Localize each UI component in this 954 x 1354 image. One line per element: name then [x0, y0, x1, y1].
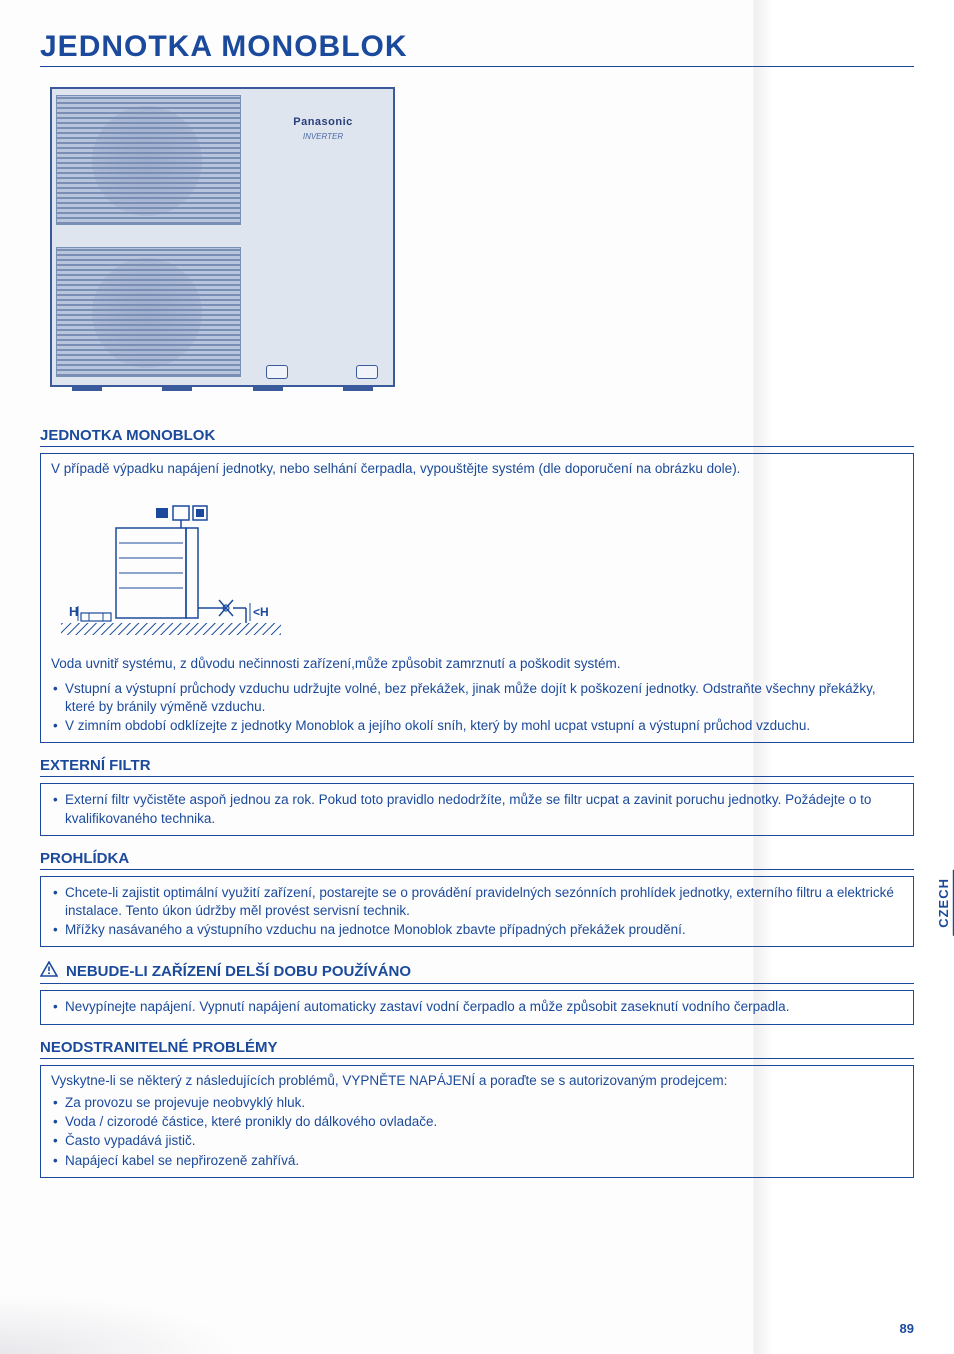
language-tab: CZECH: [934, 870, 954, 936]
svg-text:H: H: [69, 604, 78, 619]
monoblok-bullets: Vstupní a výstupní průchody vzduchu udrž…: [51, 680, 903, 736]
list-item: Napájecí kabel se nepřirozeně zahřívá.: [53, 1152, 903, 1170]
nebude-box: Nevypínejte napájení. Vypnutí napájení a…: [40, 990, 914, 1024]
document-page: JEDNOTKA MONOBLOK Panasonic INVERTER JED…: [0, 0, 954, 1354]
svg-text:<H: <H: [253, 605, 269, 619]
list-item: Externí filtr vyčistěte aspoň jednou za …: [53, 791, 903, 827]
section-title-prohlidka: PROHLÍDKA: [40, 850, 914, 870]
list-item: Mřížky nasávaného a výstupního vzduchu n…: [53, 921, 903, 939]
list-item: Často vypadává jistič.: [53, 1132, 903, 1150]
list-item: Za provozu se projevuje neobvyklý hluk.: [53, 1094, 903, 1112]
prohlidka-box: Chcete-li zajistit optimální využití zař…: [40, 876, 914, 948]
unit-feet: [52, 385, 393, 393]
monoblok-intro: V případě výpadku napájení jednotky, neb…: [51, 460, 903, 478]
warning-icon: [40, 961, 58, 981]
monoblok-box: V případě výpadku napájení jednotky, neb…: [40, 453, 914, 743]
neodstran-box: Vyskytne-li se některý z následujících p…: [40, 1065, 914, 1178]
section-title-nebude: NEBUDE-LI ZAŘÍZENÍ DELŠÍ DOBU POUŽÍVÁNO: [40, 961, 914, 984]
drain-diagram: H <H: [61, 488, 903, 643]
unit-lower-half: [52, 243, 393, 385]
list-item: Vstupní a výstupní průchody vzduchu udrž…: [53, 680, 903, 716]
list-item: Voda / cizorodé částice, které pronikly …: [53, 1113, 903, 1131]
neodstran-intro: Vyskytne-li se některý z následujících p…: [51, 1072, 903, 1090]
brand-label-area: Panasonic INVERTER: [263, 116, 383, 141]
page-title: JEDNOTKA MONOBLOK: [40, 30, 914, 67]
section-title-neodstran: NEODSTRANITELNÉ PROBLÉMY: [40, 1039, 914, 1059]
monoblok-after-diagram: Voda uvnitř systému, z důvodu nečinnosti…: [51, 655, 903, 673]
section-title-monoblok: JEDNOTKA MONOBLOK: [40, 427, 914, 447]
section-title-filtr: EXTERNÍ FILTR: [40, 757, 914, 777]
decorative-curve: [0, 1294, 240, 1354]
inverter-label: INVERTER: [263, 132, 383, 141]
access-panel-left: [266, 365, 288, 379]
brand-name: Panasonic: [263, 116, 383, 128]
list-item: Nevypínejte napájení. Vypnutí napájení a…: [53, 998, 903, 1016]
list-item: V zimním období odklízejte z jednotky Mo…: [53, 717, 903, 735]
fan-grille-top: [56, 95, 241, 225]
page-number: 89: [900, 1321, 914, 1336]
unit-upper-half: Panasonic INVERTER: [52, 91, 393, 233]
filtr-box: Externí filtr vyčistěte aspoň jednou za …: [40, 783, 914, 835]
access-panel-right: [356, 365, 378, 379]
list-item: Chcete-li zajistit optimální využití zař…: [53, 884, 903, 920]
monoblok-unit-illustration: Panasonic INVERTER: [50, 87, 395, 387]
fan-grille-bottom: [56, 247, 241, 377]
section-title-text: NEBUDE-LI ZAŘÍZENÍ DELŠÍ DOBU POUŽÍVÁNO: [66, 963, 411, 980]
